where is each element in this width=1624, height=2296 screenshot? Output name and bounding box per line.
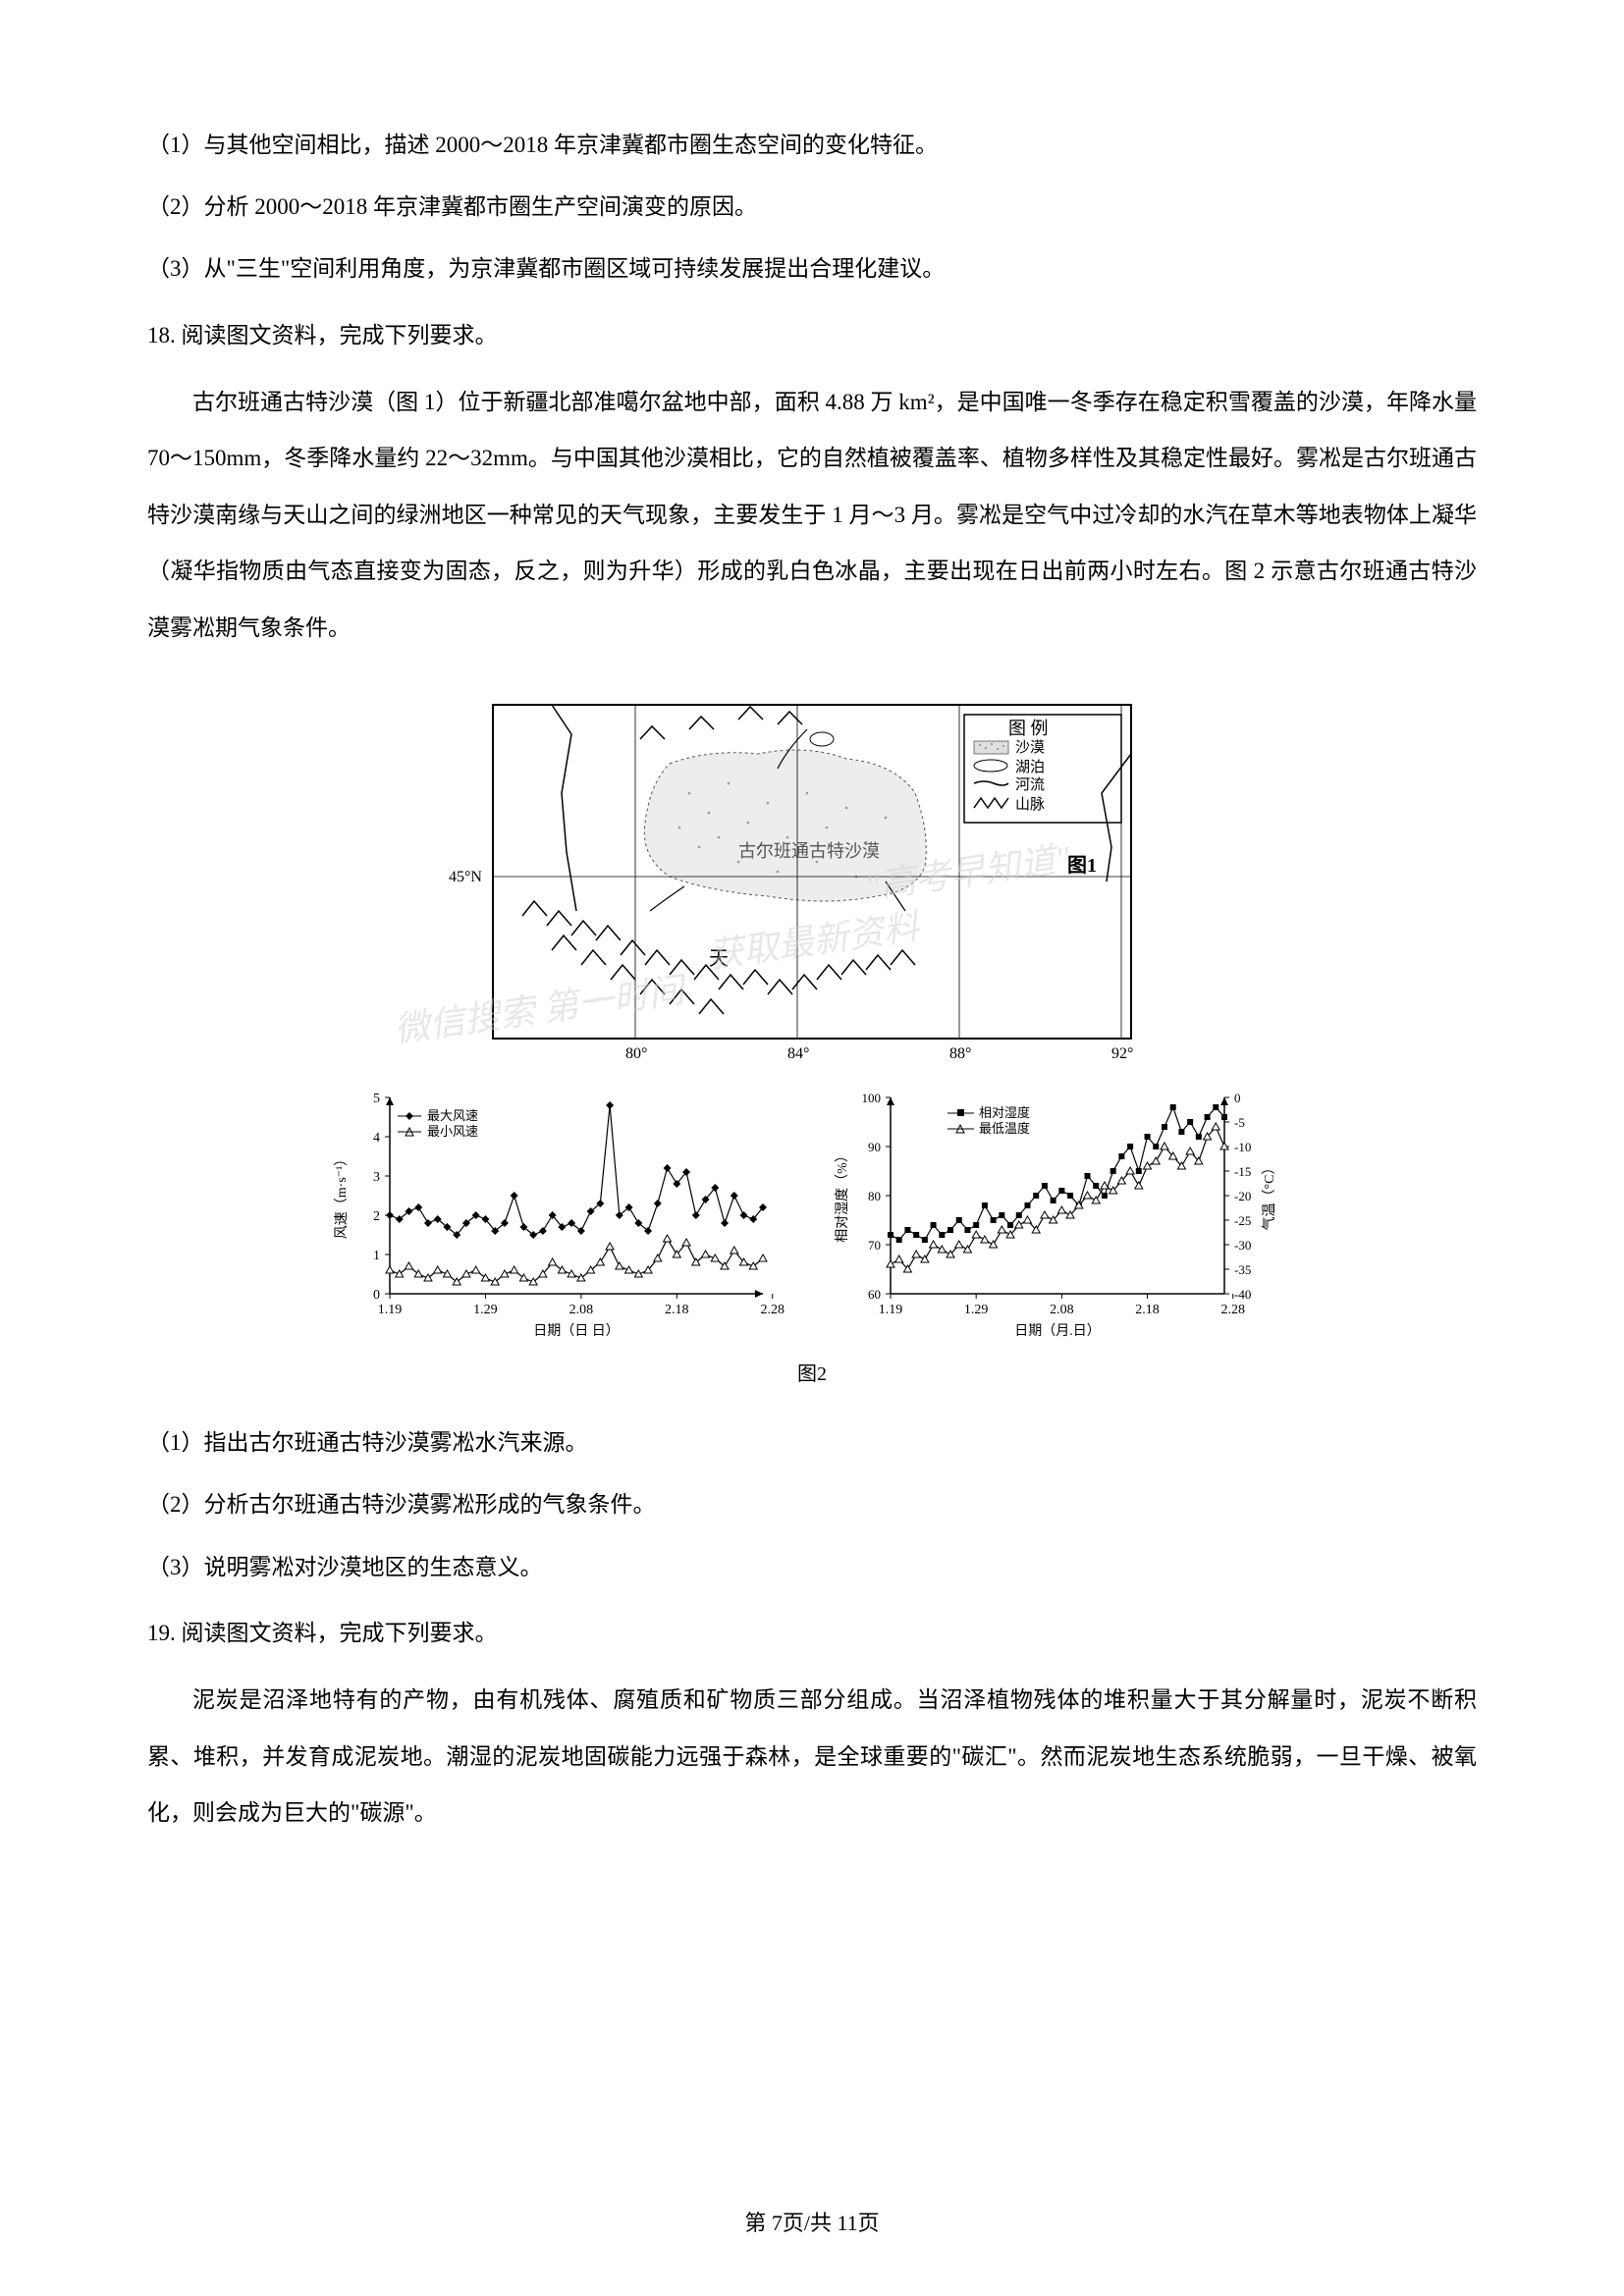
desert-name: 古尔班通古特沙漠 [738, 841, 880, 861]
figure-container: 图 例 沙漠 湖泊 河流 山脉 古尔班通古特沙漠 [147, 685, 1477, 1386]
question-2: （2）分析 2000～2018 年京津冀都市圈生产空间演变的原因。 [147, 180, 1477, 234]
legend-river: 河流 [1015, 776, 1045, 793]
svg-text:1: 1 [373, 1249, 380, 1263]
svg-text:0: 0 [373, 1288, 380, 1303]
tianshan-label: 天 [709, 948, 729, 970]
question-18-sub1: （1）指出古尔班通古特沙漠雾凇水汽来源。 [147, 1415, 1477, 1469]
page-number: 第 7页/共 11页 [744, 2206, 879, 2237]
legend-mountain: 山脉 [1015, 796, 1045, 813]
figure1-label: 图1 [1067, 854, 1097, 877]
svg-text:气温（°C）: 气温（°C） [1262, 1161, 1277, 1231]
svg-text:1.29: 1.29 [964, 1303, 989, 1317]
svg-text:100: 100 [862, 1091, 882, 1105]
svg-text:-40: -40 [1234, 1287, 1251, 1302]
map-figure1: 图 例 沙漠 湖泊 河流 山脉 古尔班通古特沙漠 [395, 685, 1229, 1068]
question-18-sub2: （2）分析古尔班通古特沙漠雾凇形成的气象条件。 [147, 1477, 1477, 1531]
svg-text:5: 5 [373, 1092, 380, 1106]
lat-label: 45°N [449, 869, 482, 885]
svg-text:-25: -25 [1234, 1213, 1251, 1228]
chart-wind-speed: 0 1 2 3 4 5 1.19 1.29 2.08 2.18 2.28 风速（m·s⁻¹） 日期（日 … [326, 1078, 797, 1353]
paragraph-18: 古尔班通古特沙漠（图 1）位于新疆北部准噶尔盆地中部，面积 4.88 万 km²… [147, 374, 1477, 657]
svg-text:-20: -20 [1234, 1189, 1251, 1203]
svg-text:相对湿度（%）: 相对湿度（%） [835, 1148, 850, 1243]
svg-text:2: 2 [373, 1209, 380, 1224]
svg-text:4: 4 [373, 1131, 380, 1146]
svg-text:最小风速: 最小风速 [427, 1124, 478, 1139]
svg-text:-5: -5 [1234, 1115, 1245, 1130]
figure2-label: 图2 [797, 1358, 827, 1386]
question-18-header: 18. 阅读图文资料，完成下列要求。 [147, 308, 1477, 362]
svg-text:90: 90 [868, 1140, 881, 1154]
question-18-sub3: （3）说明雾凇对沙漠地区的生态意义。 [147, 1540, 1477, 1594]
svg-text:日期（日 日）: 日期（日 日） [533, 1323, 620, 1339]
svg-text:70: 70 [868, 1238, 881, 1253]
paragraph-19: 泥炭是沼泽地特有的产物，由有机残体、腐殖质和矿物质三部分组成。当沼泽植物残体的堆… [147, 1672, 1477, 1842]
svg-text:1.19: 1.19 [879, 1303, 903, 1317]
question-3: （3）从"三生"空间利用角度，为京津冀都市圈区域可持续发展提出合理化建议。 [147, 241, 1477, 295]
svg-text:2.18: 2.18 [1135, 1303, 1160, 1317]
svg-text:60: 60 [868, 1287, 881, 1302]
svg-text:1.19: 1.19 [378, 1303, 403, 1317]
legend-title: 图 例 [1008, 719, 1049, 738]
svg-text:80: 80 [868, 1189, 881, 1203]
svg-text:-30: -30 [1234, 1238, 1251, 1253]
svg-text:日期（月.日）: 日期（月.日） [1014, 1323, 1101, 1339]
lon-92: 92° [1111, 1045, 1133, 1062]
svg-text:2.28: 2.28 [760, 1303, 785, 1317]
svg-text:-10: -10 [1234, 1140, 1251, 1154]
svg-text:3: 3 [373, 1170, 380, 1185]
lon-80: 80° [625, 1045, 647, 1062]
svg-text:2.18: 2.18 [665, 1303, 689, 1317]
svg-text:2.28: 2.28 [1220, 1303, 1245, 1317]
svg-text:风速（m·s⁻¹）: 风速（m·s⁻¹） [334, 1152, 350, 1240]
question-1: （1）与其他空间相比，描述 2000～2018 年京津冀都市圈生态空间的变化特征… [147, 118, 1477, 172]
legend-desert: 沙漠 [1015, 739, 1045, 756]
svg-text:-35: -35 [1234, 1262, 1251, 1277]
svg-text:最低温度: 最低温度 [979, 1121, 1030, 1136]
legend-lake: 湖泊 [1015, 759, 1045, 775]
svg-text:2.08: 2.08 [1050, 1303, 1074, 1317]
svg-text:0: 0 [1234, 1091, 1241, 1105]
chart-humidity-temp: 60 70 80 90 100 0 -5 -10 -15 -20 -25 -30 -35 -40 1.19 1… [827, 1078, 1298, 1353]
svg-text:2.08: 2.08 [569, 1303, 594, 1317]
lon-88: 88° [949, 1045, 971, 1062]
question-19-header: 19. 阅读图文资料，完成下列要求。 [147, 1606, 1477, 1660]
svg-text:-15: -15 [1234, 1164, 1251, 1179]
lon-84: 84° [787, 1045, 809, 1062]
svg-text:相对湿度: 相对湿度 [979, 1105, 1030, 1120]
svg-text:1.29: 1.29 [473, 1303, 498, 1317]
svg-text:最大风速: 最大风速 [427, 1108, 478, 1123]
